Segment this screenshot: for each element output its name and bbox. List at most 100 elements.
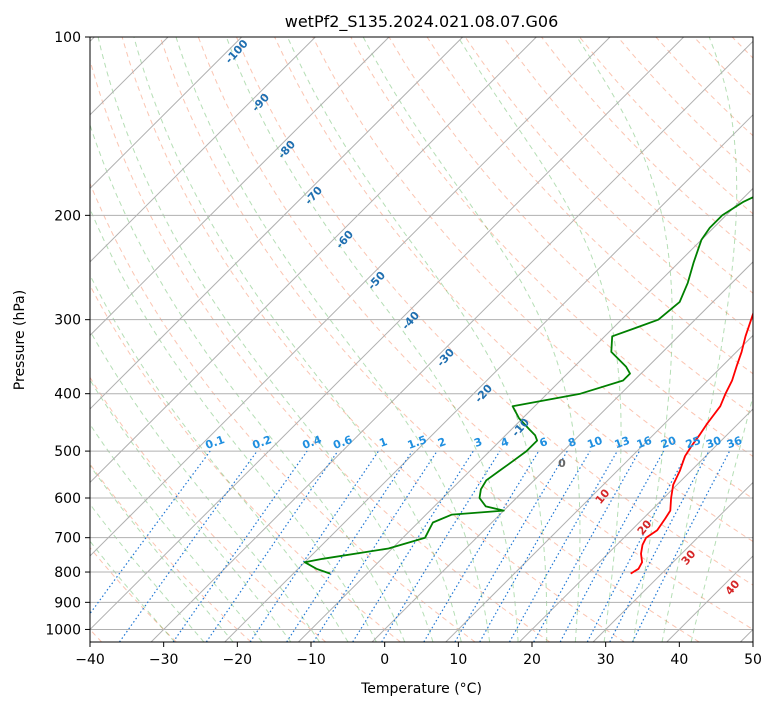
background-lines xyxy=(90,37,775,642)
dry-adiabat-label: -70 xyxy=(302,184,325,208)
isotherm xyxy=(90,37,464,410)
x-tick-label: 30 xyxy=(597,652,615,668)
mixing-ratio-line xyxy=(352,450,474,642)
y-tick-label: 500 xyxy=(54,444,81,460)
y-tick-label: 800 xyxy=(54,565,81,581)
y-tick-label: 600 xyxy=(54,491,81,507)
moist-adiabat-label: 40 xyxy=(723,577,743,597)
dry-adiabat xyxy=(693,37,753,98)
mixing-ratio-line xyxy=(119,450,258,642)
mixing-ratio-line xyxy=(381,450,501,642)
mixing-ratio-line xyxy=(205,450,339,642)
x-tick-label: 0 xyxy=(380,652,389,668)
mixing-ratio-label: 13 xyxy=(613,434,632,451)
moist-adiabat xyxy=(90,464,234,642)
isotherm xyxy=(90,37,537,484)
moist-adiabat xyxy=(457,37,622,642)
dry-adiabat-label: -40 xyxy=(399,309,422,333)
isotherm xyxy=(519,408,753,642)
mixing-ratio-line xyxy=(533,450,640,642)
moist-adiabat xyxy=(90,540,176,642)
y-tick-label: 900 xyxy=(54,595,81,611)
dry-adiabat-label: -90 xyxy=(249,91,272,115)
mixing-ratio-label: 6 xyxy=(538,435,550,450)
mixing-ratio-line xyxy=(454,450,568,642)
x-tick-label: 50 xyxy=(744,652,762,668)
mixing-ratio-label: 4 xyxy=(499,435,511,450)
x-tick-label: 40 xyxy=(670,652,688,668)
moist-adiabat xyxy=(576,37,673,642)
dry-adiabat xyxy=(121,37,625,642)
dry-adiabat xyxy=(159,37,700,642)
mixing-ratio-line xyxy=(632,450,731,642)
isotherm xyxy=(445,334,753,642)
y-tick-label: 700 xyxy=(54,531,81,547)
mixing-ratio-label: 20 xyxy=(659,434,678,452)
moist-adiabat xyxy=(97,37,434,642)
mixing-ratio-line xyxy=(249,450,379,642)
dry-adiabat-label: -10 xyxy=(509,416,532,440)
y-tick-label: 300 xyxy=(54,313,81,329)
dry-adiabat xyxy=(655,37,753,137)
isotherm xyxy=(371,261,753,642)
dry-adiabat xyxy=(388,37,753,416)
dry-adiabat xyxy=(350,37,753,458)
x-tick-label: −10 xyxy=(296,652,326,668)
y-tick-label: 400 xyxy=(54,387,81,403)
dry-adiabat xyxy=(90,58,551,642)
dry-adiabat xyxy=(90,284,401,642)
dry-adiabat xyxy=(502,37,753,294)
dry-adiabat xyxy=(197,37,753,630)
mixing-ratio-line xyxy=(559,450,665,642)
y-tick-label: 200 xyxy=(54,208,81,224)
moist-adiabat xyxy=(690,394,753,642)
mixing-ratio-label: 10 xyxy=(585,434,604,452)
moist-adiabat-label: 0 xyxy=(558,457,566,470)
isotherm xyxy=(90,37,316,263)
x-axis: −40 −30 −20 −10 0 10 20 30 40 50 xyxy=(75,642,762,668)
x-axis-label: Temperature (°C) xyxy=(360,681,482,697)
y-tick-label: 100 xyxy=(54,30,81,46)
mixing-ratio-label: 0.1 xyxy=(204,433,227,452)
dry-adiabat xyxy=(90,376,327,642)
isotherm xyxy=(592,481,753,642)
mixing-ratio-label: 0.6 xyxy=(331,433,354,452)
y-tick-label: 1000 xyxy=(45,622,81,638)
mixing-ratio-label: 36 xyxy=(725,434,744,452)
mixing-ratio-label: 1 xyxy=(378,435,390,450)
dry-adiabat-label: -30 xyxy=(434,346,457,370)
moist-adiabat xyxy=(90,123,406,642)
dry-adiabat xyxy=(770,37,775,642)
dry-adiabat xyxy=(731,37,753,59)
mixing-ratio-label: 3 xyxy=(472,435,484,450)
isotherm xyxy=(90,37,390,337)
mixing-ratio-line xyxy=(312,450,438,642)
mixing-ratio-label: 0.4 xyxy=(301,433,324,452)
plot-area: -100-90-80-70-60-50-40-30-20-10010203040… xyxy=(90,37,775,642)
moist-adiabat xyxy=(362,37,581,642)
dewpoint-profile-line xyxy=(303,196,753,575)
mixing-ratio-line xyxy=(286,450,413,642)
moist-adiabat xyxy=(661,37,738,642)
isotherm xyxy=(666,555,753,642)
temperature-profile-line xyxy=(630,311,753,575)
mixing-ratio-label: 30 xyxy=(704,434,723,452)
moist-adiabat xyxy=(90,379,292,642)
x-tick-label: −20 xyxy=(223,652,253,668)
dry-adiabat-label: -60 xyxy=(333,228,356,252)
isotherm xyxy=(90,37,685,631)
moist-adiabat xyxy=(90,503,205,642)
isotherm xyxy=(298,187,753,642)
isotherm xyxy=(90,37,611,557)
moist-adiabat xyxy=(133,37,462,642)
mixing-ratio-line xyxy=(172,450,308,642)
dry-adiabat xyxy=(274,37,753,543)
dry-adiabat xyxy=(90,182,476,642)
mixing-ratio-line xyxy=(90,450,211,615)
series-layer xyxy=(303,196,753,575)
moist-adiabat xyxy=(287,37,548,642)
isotherm xyxy=(150,40,753,642)
y-axis: 100 200 300 400 500 600 700 800 900 1000 xyxy=(45,30,90,638)
dry-adiabat-label: -50 xyxy=(365,269,388,293)
